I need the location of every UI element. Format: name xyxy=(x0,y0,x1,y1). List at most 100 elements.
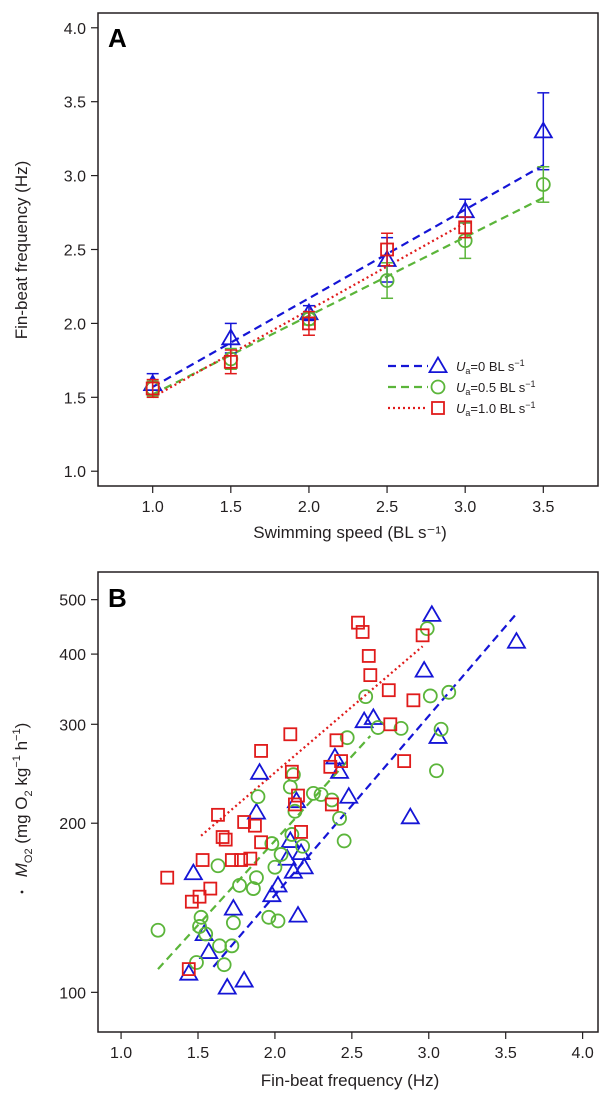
data-point-u05 xyxy=(379,273,395,288)
fit-line-u05 xyxy=(152,196,544,396)
data-point-u10 xyxy=(224,853,239,867)
x-tick-label: 1.5 xyxy=(187,1045,209,1062)
data-point-u05 xyxy=(285,767,301,783)
data-point-u05 xyxy=(441,684,457,700)
data-point-u10 xyxy=(397,754,412,768)
data-point-u05 xyxy=(193,909,209,925)
panel-b: B 1.0 1.5 2.0 2.5 3.0 3.5 4.0 100 200 300 400 500 F… xyxy=(11,571,599,1090)
data-point-u10 xyxy=(324,797,339,812)
panel-a-legend: Ua=0 BL s−1Ua=0.5 BL s−1Ua=1.0 BL s−1 xyxy=(388,355,535,418)
legend-sub: a xyxy=(465,387,470,397)
data-point-u10 xyxy=(248,818,262,833)
x-tick-label: 3.0 xyxy=(418,1045,440,1062)
data-point-u0 xyxy=(198,941,219,959)
legend-label-u10: Ua=1.0 BL s−1 xyxy=(456,400,535,418)
legend-sup: −1 xyxy=(514,358,524,368)
legend-label-u0: Ua=0 BL s−1 xyxy=(456,358,525,376)
x-tick-label: 1.5 xyxy=(220,499,242,516)
data-point-u05 xyxy=(433,721,449,737)
data-point-u10 xyxy=(181,962,196,976)
mo2-dot xyxy=(20,890,24,894)
data-point-u10 xyxy=(294,825,308,839)
data-point-u10 xyxy=(406,693,421,708)
data-point-u0 xyxy=(533,120,554,139)
data-point-u10 xyxy=(184,894,199,909)
y-tick-label: 100 xyxy=(59,985,86,1002)
panel-a-letter: A xyxy=(108,23,127,53)
data-point-u10 xyxy=(458,220,473,235)
data-point-u0 xyxy=(183,862,204,881)
panel-b-ticks: 1.0 1.5 2.0 2.5 3.0 3.5 4.0 100 200 300 400 500 xyxy=(59,593,594,1062)
data-point-u05 xyxy=(232,878,247,893)
y-tick-label: 3.0 xyxy=(64,169,86,186)
data-point-u05 xyxy=(225,915,241,931)
data-point-u10 xyxy=(329,733,344,748)
data-point-u05 xyxy=(324,792,340,808)
legend-u: U xyxy=(456,359,466,374)
panel-a-xlabel: Swimming speed (BL s⁻¹) xyxy=(253,523,447,542)
data-point-u0 xyxy=(294,856,315,875)
legend-marker-u0 xyxy=(427,355,449,374)
panel-a-markers xyxy=(142,92,554,399)
data-point-u05 xyxy=(212,938,227,954)
mo2-subscript: O2 xyxy=(23,848,35,863)
data-point-u10 xyxy=(160,870,175,885)
data-point-u10 xyxy=(415,628,430,643)
x-tick-label: 3.5 xyxy=(495,1045,517,1062)
data-point-u0 xyxy=(329,761,350,779)
data-point-u05 xyxy=(245,881,261,896)
legend-sub: a xyxy=(465,366,470,376)
data-point-u05 xyxy=(261,909,277,925)
data-point-u05 xyxy=(305,786,321,801)
data-point-u05 xyxy=(393,720,409,736)
x-tick-label: 4.0 xyxy=(571,1045,593,1062)
data-point-u05 xyxy=(339,730,355,746)
data-point-u0 xyxy=(234,970,255,988)
data-point-u10 xyxy=(288,797,302,812)
y-tick-label: 200 xyxy=(59,816,86,833)
legend-u: U xyxy=(456,380,466,395)
x-tick-label: 3.0 xyxy=(454,499,476,516)
data-point-u0 xyxy=(506,631,527,649)
y-tick-label: 1.0 xyxy=(64,464,86,481)
data-point-u10 xyxy=(355,625,370,639)
data-point-u05 xyxy=(198,926,214,942)
data-point-u0 xyxy=(287,905,309,923)
data-point-u0 xyxy=(414,660,435,678)
legend-text-main: =0.5 BL s xyxy=(470,380,525,395)
data-point-u0 xyxy=(223,898,244,916)
data-point-u0 xyxy=(354,710,375,729)
fit-line-u0 xyxy=(152,164,544,388)
data-point-u10 xyxy=(203,881,218,896)
data-point-u10 xyxy=(380,242,394,257)
legend-sub: a xyxy=(465,408,470,418)
data-point-u05 xyxy=(332,810,347,826)
data-point-u0 xyxy=(421,604,442,622)
data-point-u0 xyxy=(400,806,421,825)
data-point-u10 xyxy=(234,853,248,867)
data-point-u10 xyxy=(218,832,233,847)
x-tick-label: 3.5 xyxy=(532,499,554,516)
data-point-u10 xyxy=(351,615,365,630)
y-tick-label: 1.5 xyxy=(64,390,86,407)
legend-sup: −1 xyxy=(525,379,535,389)
legend-sup: −1 xyxy=(525,400,535,410)
legend-marker-u05 xyxy=(430,379,446,395)
data-point-u05 xyxy=(210,858,226,874)
legend-marker-u10 xyxy=(431,401,445,415)
data-point-u10 xyxy=(215,830,230,844)
x-tick-label: 2.0 xyxy=(298,499,320,516)
y-tick-label: 4.0 xyxy=(64,21,86,38)
panel-b-xlabel: Fin-beat frequency (Hz) xyxy=(261,1071,440,1090)
y-tick-label: 2.0 xyxy=(64,316,86,333)
panel-a-fit-lines xyxy=(152,164,544,399)
panel-b-fit-lines xyxy=(157,612,518,970)
data-point-u10 xyxy=(192,889,207,904)
panel-b-ylabel: MO2 (mg O2 kg−1 h−1) xyxy=(11,723,35,878)
data-point-u10 xyxy=(381,683,396,698)
data-point-u10 xyxy=(254,744,268,758)
data-point-u05 xyxy=(273,847,289,862)
data-point-u0 xyxy=(338,786,359,804)
legend-u: U xyxy=(456,401,466,416)
data-point-u10 xyxy=(223,354,238,369)
